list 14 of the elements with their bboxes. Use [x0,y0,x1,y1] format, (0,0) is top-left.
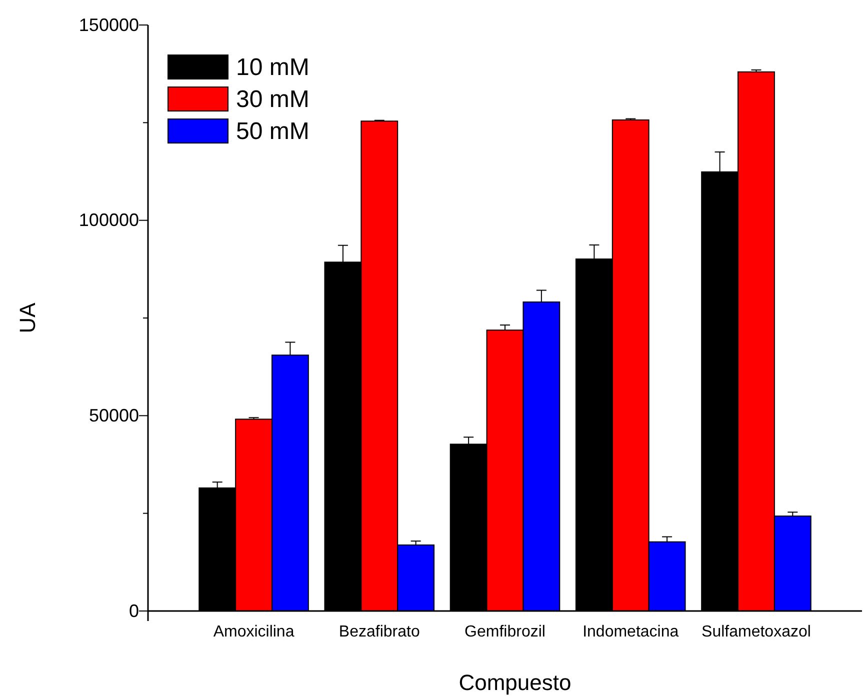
y-tick-label: 150000 [78,14,139,35]
y-tick-label: 100000 [78,210,139,230]
legend-label: 10 mM [236,54,310,81]
legend-label: 30 mM [236,86,310,113]
legend-label: 50 mM [236,118,310,145]
x-tick-label: Indometacina [582,623,679,640]
x-tick-label: Sulfametoxazol [702,623,811,640]
y-tick-label: 50000 [88,405,139,426]
x-tick-label: Bezafibrato [338,623,420,640]
x-axis-title: Compuesto [458,670,572,695]
x-tick-label: Amoxicilina [213,623,294,640]
x-tick-label: Gemfibrozil [464,623,546,640]
y-axis-title: UA [15,302,40,334]
y-tick-label: 0 [128,600,139,621]
